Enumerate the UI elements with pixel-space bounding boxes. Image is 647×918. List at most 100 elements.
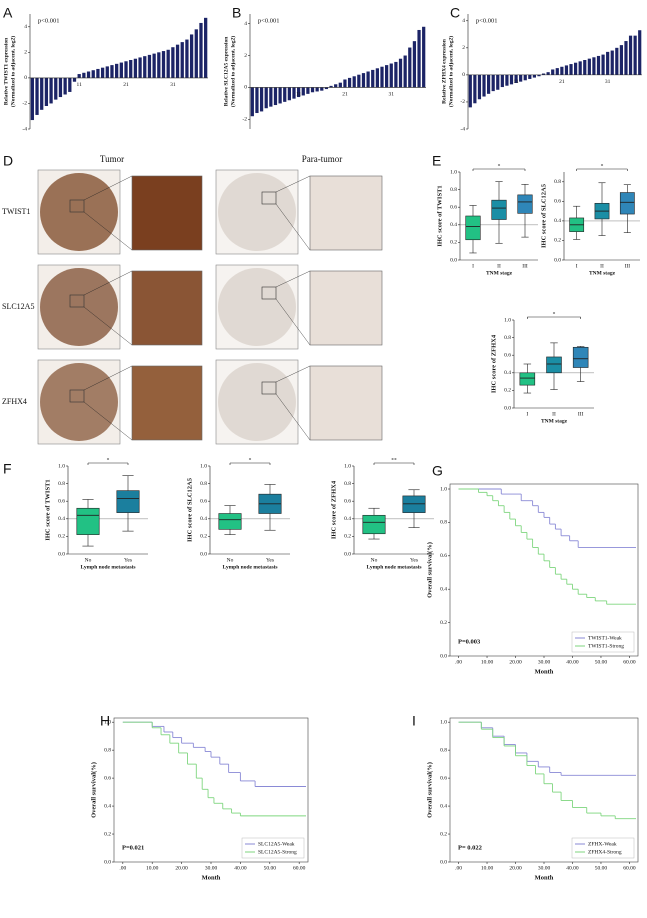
bar — [334, 84, 338, 88]
bar — [592, 57, 596, 75]
y-tick-label: 0.6 — [504, 352, 511, 358]
row-label: SLC12A5 — [2, 302, 34, 311]
y-tick-label: 0 — [462, 72, 465, 78]
panel-letter: H — [100, 713, 110, 729]
y-axis-label: IHC score of SLC12A5 — [540, 183, 547, 248]
bar — [310, 87, 315, 93]
bar — [500, 74, 504, 88]
box — [76, 507, 100, 535]
bar — [259, 87, 264, 112]
bar — [320, 87, 324, 91]
x-tick-label: Yes — [124, 557, 132, 563]
bar — [361, 73, 366, 88]
x-tick-label: No — [85, 557, 92, 563]
bar — [143, 56, 147, 78]
zoom-line — [275, 393, 311, 441]
bar — [578, 61, 582, 75]
x-axis-label: TNM stage — [541, 418, 568, 424]
bar — [301, 87, 305, 96]
x-tick-label: Yes — [410, 557, 418, 563]
x-tick-label: 60.00 — [293, 865, 306, 871]
panel-letter: E — [432, 153, 441, 169]
zoom-line — [275, 175, 311, 193]
y-tick-label: 0.4 — [440, 803, 447, 809]
bar — [514, 74, 518, 83]
zoom-region — [261, 381, 277, 395]
y-axis-label: IHC score of TWIST1 — [44, 479, 51, 540]
y-tick-label: 0.8 — [58, 481, 65, 487]
y-tick-label: 1.0 — [344, 463, 351, 469]
bar — [199, 22, 203, 78]
zoom-line — [83, 401, 133, 441]
bar — [569, 64, 573, 75]
bar — [171, 47, 175, 78]
y-tick-label: 0.0 — [504, 405, 511, 411]
y-tick-label: 0.0 — [450, 257, 457, 263]
bar — [385, 65, 389, 88]
panel-letter: F — [3, 461, 12, 477]
x-tick-label: 31 — [170, 82, 176, 88]
bar — [412, 41, 417, 88]
y-tick-label: 1.0 — [58, 463, 65, 469]
y-tick-label: 0.2 — [104, 831, 111, 837]
x-tick-label: 10.00 — [481, 865, 494, 871]
y-tick-label: 0.8 — [104, 747, 111, 753]
significance: * — [601, 163, 604, 169]
bar — [624, 41, 628, 75]
bar — [194, 29, 198, 78]
zoom-line — [83, 306, 133, 346]
p-value: P=0.021 — [122, 844, 144, 851]
zoom-region — [261, 286, 277, 300]
significance: * — [107, 457, 110, 463]
bar — [610, 50, 614, 75]
y-tick-label: 0.6 — [58, 498, 65, 504]
zoom-image — [309, 175, 383, 251]
bar — [166, 49, 170, 78]
bar — [161, 51, 166, 78]
box — [491, 199, 507, 220]
bar — [546, 72, 550, 75]
y-tick-label: 2 — [24, 50, 27, 56]
y-tick-label: -4 — [460, 126, 465, 132]
bar — [628, 35, 633, 75]
y-axis-label: Relative TWIST1 expression — [3, 38, 9, 105]
p-value: P= 0.022 — [458, 844, 482, 851]
bar — [115, 63, 119, 78]
x-tick-label: 21 — [559, 79, 565, 85]
bar — [473, 74, 477, 104]
panel-letter: D — [3, 153, 13, 169]
box — [116, 490, 140, 513]
bar — [86, 71, 91, 78]
y-tick-label: 1.0 — [504, 317, 511, 323]
y-axis-label: IHC score of TWIST1 — [436, 185, 443, 246]
bar — [509, 74, 514, 85]
bar — [129, 60, 133, 78]
y-tick-label: 0.4 — [504, 370, 511, 376]
bar — [347, 77, 352, 88]
bar — [119, 62, 123, 78]
bar — [398, 58, 403, 88]
bar — [63, 77, 67, 95]
x-axis-label: Month — [202, 874, 221, 881]
bar — [152, 53, 156, 78]
y-tick-label: 0.8 — [440, 520, 447, 526]
y-axis-label: Overall survival(%) — [426, 542, 433, 598]
y-tick-label: 0.6 — [344, 498, 351, 504]
panel-letter: I — [412, 713, 416, 729]
y-tick-label: 0.6 — [440, 775, 447, 781]
y-tick-label: 0.4 — [104, 803, 111, 809]
bar — [371, 69, 375, 88]
bar — [491, 74, 495, 92]
bar — [408, 47, 412, 88]
y-tick-label: 0.8 — [344, 481, 351, 487]
bar — [100, 67, 105, 78]
bar — [583, 60, 587, 75]
y-tick-label: 0.6 — [104, 775, 111, 781]
bar — [273, 87, 278, 106]
bar — [44, 77, 49, 106]
y-tick-label: 0.0 — [104, 859, 111, 865]
bar — [555, 68, 559, 75]
zoom-line — [275, 203, 311, 251]
legend-label: TWIST1-Weak — [588, 635, 622, 641]
y-tick-label: 1.0 — [450, 169, 457, 175]
